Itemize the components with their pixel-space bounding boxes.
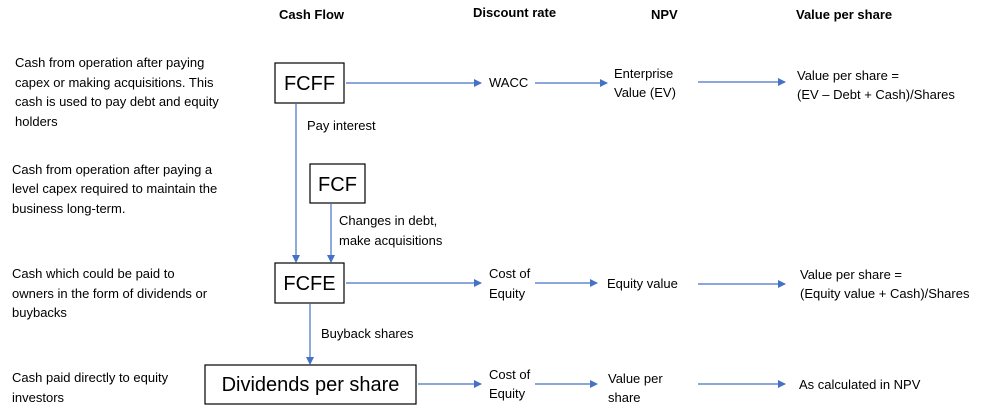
fcf-box xyxy=(309,163,366,204)
fcfe-discount-rate-line: Cost of xyxy=(489,266,531,281)
changes-in-debt-label-line: Changes in debt, xyxy=(339,213,437,228)
header-cash-flow: Cash Flow xyxy=(279,7,345,22)
fcf-box-label: FCF xyxy=(318,174,357,196)
fcff-discount-rate: WACC xyxy=(489,75,528,90)
buyback-shares-label: Buyback shares xyxy=(321,326,414,341)
fcfe-npv: Equity value xyxy=(607,276,678,291)
header-discount-rate: Discount rate xyxy=(473,5,556,20)
description-fcf-line: level capex required to maintain the xyxy=(12,181,217,196)
description-fcf-line: Cash from operation after paying a xyxy=(12,162,213,177)
fcff-npv-line: Value (EV) xyxy=(614,85,676,100)
fcfe-box-label: FCFE xyxy=(283,273,335,295)
fcff-value-per-share-line: Value per share = xyxy=(797,68,899,83)
changes-in-debt-label: Changes in debt, make acquisitions xyxy=(339,213,443,248)
header-npv: NPV xyxy=(651,7,678,22)
fcff-value-per-share-line: (EV – Debt + Cash)/Shares xyxy=(797,87,955,102)
description-fcfe-line: buybacks xyxy=(12,305,67,320)
header-value-per-share: Value per share xyxy=(796,7,892,22)
fcff-box-label: FCFF xyxy=(284,73,335,95)
dps-discount-rate-line: Equity xyxy=(489,386,526,401)
description-fcff: Cash from operation after paying capex o… xyxy=(15,55,222,129)
dps-npv-line: share xyxy=(608,390,641,405)
description-dps-line: Cash paid directly to equity xyxy=(12,370,169,385)
dps-npv-line: Value per xyxy=(608,371,663,386)
fcff-box xyxy=(274,62,345,104)
fcfe-value-per-share-line: (Equity value + Cash)/Shares xyxy=(800,286,970,301)
fcfe-value-per-share: Value per share = (Equity value + Cash)/… xyxy=(800,267,970,301)
dividends-per-share-box-label: Dividends per share xyxy=(222,374,400,396)
fcfe-value-per-share-line: Value per share = xyxy=(800,267,902,282)
dps-npv: Value per share xyxy=(608,371,666,405)
fcff-value-per-share: Value per share = (EV – Debt + Cash)/Sha… xyxy=(797,68,955,102)
description-dps-line: investors xyxy=(12,390,65,405)
description-fcff-line: cash is used to pay debt and equity xyxy=(15,94,219,109)
description-fcf-line: business long-term. xyxy=(12,201,125,216)
description-fcfe-line: owners in the form of dividends or xyxy=(12,286,208,301)
description-dps: Cash paid directly to equity investors xyxy=(12,370,172,405)
description-fcfe-line: Cash which could be paid to xyxy=(12,266,175,281)
dps-discount-rate: Cost of Equity xyxy=(489,367,534,401)
description-fcff-line: holders xyxy=(15,114,58,129)
pay-interest-label: Pay interest xyxy=(307,118,376,133)
description-fcff-line: Cash from operation after paying xyxy=(15,55,204,70)
fcfe-discount-rate-line: Equity xyxy=(489,286,526,301)
fcff-npv: Enterprise Value (EV) xyxy=(614,66,677,100)
dps-discount-rate-line: Cost of xyxy=(489,367,531,382)
dps-value-per-share: As calculated in NPV xyxy=(799,377,921,392)
fcff-npv-line: Enterprise xyxy=(614,66,673,81)
dividends-per-share-box xyxy=(204,364,417,405)
changes-in-debt-label-line: make acquisitions xyxy=(339,233,443,248)
description-fcfe: Cash which could be paid to owners in th… xyxy=(12,266,211,320)
description-fcf: Cash from operation after paying a level… xyxy=(12,162,221,216)
fcfe-discount-rate: Cost of Equity xyxy=(489,266,534,301)
description-fcff-line: capex or making acquisitions. This xyxy=(15,75,214,90)
